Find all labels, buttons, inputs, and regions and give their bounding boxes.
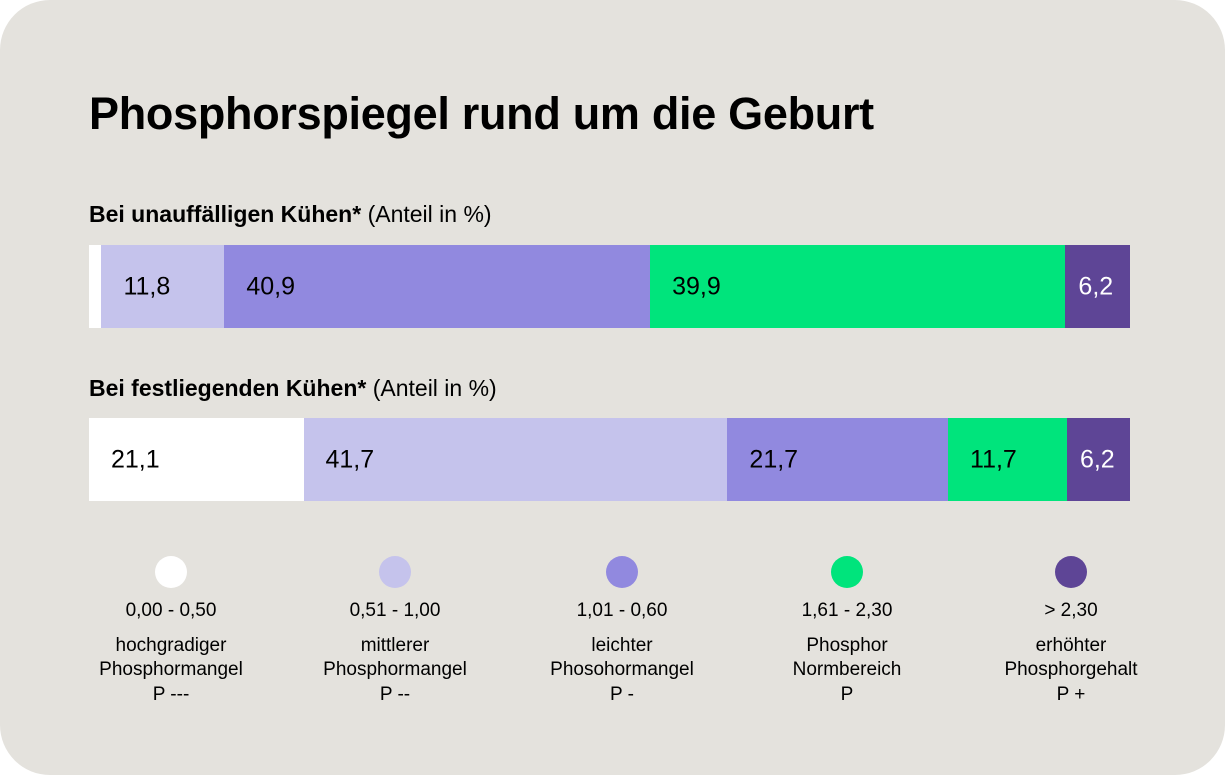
legend-line3: P -- [379,683,411,705]
data-label: 11,8 [123,272,171,300]
legend-line1: Phosphor [806,634,888,656]
legend-line3: P [840,683,854,705]
data-label: 41,7 [325,445,375,473]
legend-range: 1,61 - 2,30 [801,600,893,621]
legend-item: > 2,30 erhöhter Phosphorgehalt P + [961,556,1181,707]
legend-line1: erhöhter [1035,634,1107,656]
stacked-bar-festliegend: 21,1 41,7 21,7 11,7 6,2 [89,418,1130,501]
bar-segment-3: 21,7 [727,418,949,501]
legend-line2: Normbereich [792,659,902,680]
legend-swatch [155,556,187,588]
legend-line1: leichter [591,634,653,656]
bar-heading-bold: Bei festliegenden Kühen* [89,375,367,401]
legend-swatch [831,556,863,588]
legend-line1: mittlerer [360,634,430,656]
legend-line1: hochgradiger [115,634,227,656]
bar-segment-5: 6,2 [1065,245,1130,328]
legend-line3: P - [610,683,634,705]
bar-segment-4: 39,9 [650,245,1066,328]
data-label: 6,2 [1078,272,1114,300]
chart-title: Phosphorspiegel rund um die Geburt [89,88,874,139]
data-label: 6,2 [1079,445,1115,473]
data-label: 11,7 [970,445,1017,473]
legend-range: 0,51 - 1,00 [349,600,441,621]
legend-item: 0,00 - 0,50 hochgradiger Phosphormangel P -… [61,556,281,707]
data-label: 21,1 [111,445,160,473]
stacked-bar-unauffaellig: 11,8 40,9 39,9 6,2 [89,245,1130,328]
legend-item: 1,01 - 0,60 leichter Phosohormangel P - [512,556,732,707]
legend-item: 0,51 - 1,00 mittlerer Phosphormangel P -- [285,556,505,707]
legend-line2: Phosphorgehalt [1004,659,1138,680]
data-label: 21,7 [749,445,799,473]
bar-segment-4: 11,7 [948,418,1067,501]
bar-heading-unit: (Anteil in %) [361,201,492,227]
legend-line3: P + [1056,683,1086,705]
bar-heading-festliegend: Bei festliegenden Kühen* (Anteil in %) [89,375,497,402]
bar-segment-2: 11,8 [101,245,225,328]
legend-range: > 2,30 [1044,600,1098,621]
bar-heading-unit: (Anteil in %) [366,375,497,401]
data-label: 39,9 [672,272,721,300]
data-label: 40,9 [246,272,295,300]
legend-line2: Phosphormangel [323,659,467,680]
bar-segment-1 [89,245,102,328]
legend-line3: P --- [152,683,190,705]
legend-line2: Phosphormangel [99,659,243,680]
bar-segment-3: 40,9 [224,245,651,328]
bar-segment-2: 41,7 [303,418,728,501]
legend-swatch [606,556,638,588]
legend-range: 0,00 - 0,50 [125,600,217,621]
legend-item: 1,61 - 2,30 Phosphor Normbereich P [737,556,957,707]
legend-swatch [379,556,411,588]
bar-segment-1: 21,1 [89,418,304,501]
legend-line2: Phosohormangel [550,659,694,680]
legend-swatch [1055,556,1087,588]
bar-heading-bold: Bei unauffälligen Kühen* [89,201,362,227]
bar-heading-unauffaellig: Bei unauffälligen Kühen* (Anteil in %) [89,201,492,228]
bar-segment-5: 6,2 [1066,418,1130,501]
legend-range: 1,01 - 0,60 [576,600,668,621]
